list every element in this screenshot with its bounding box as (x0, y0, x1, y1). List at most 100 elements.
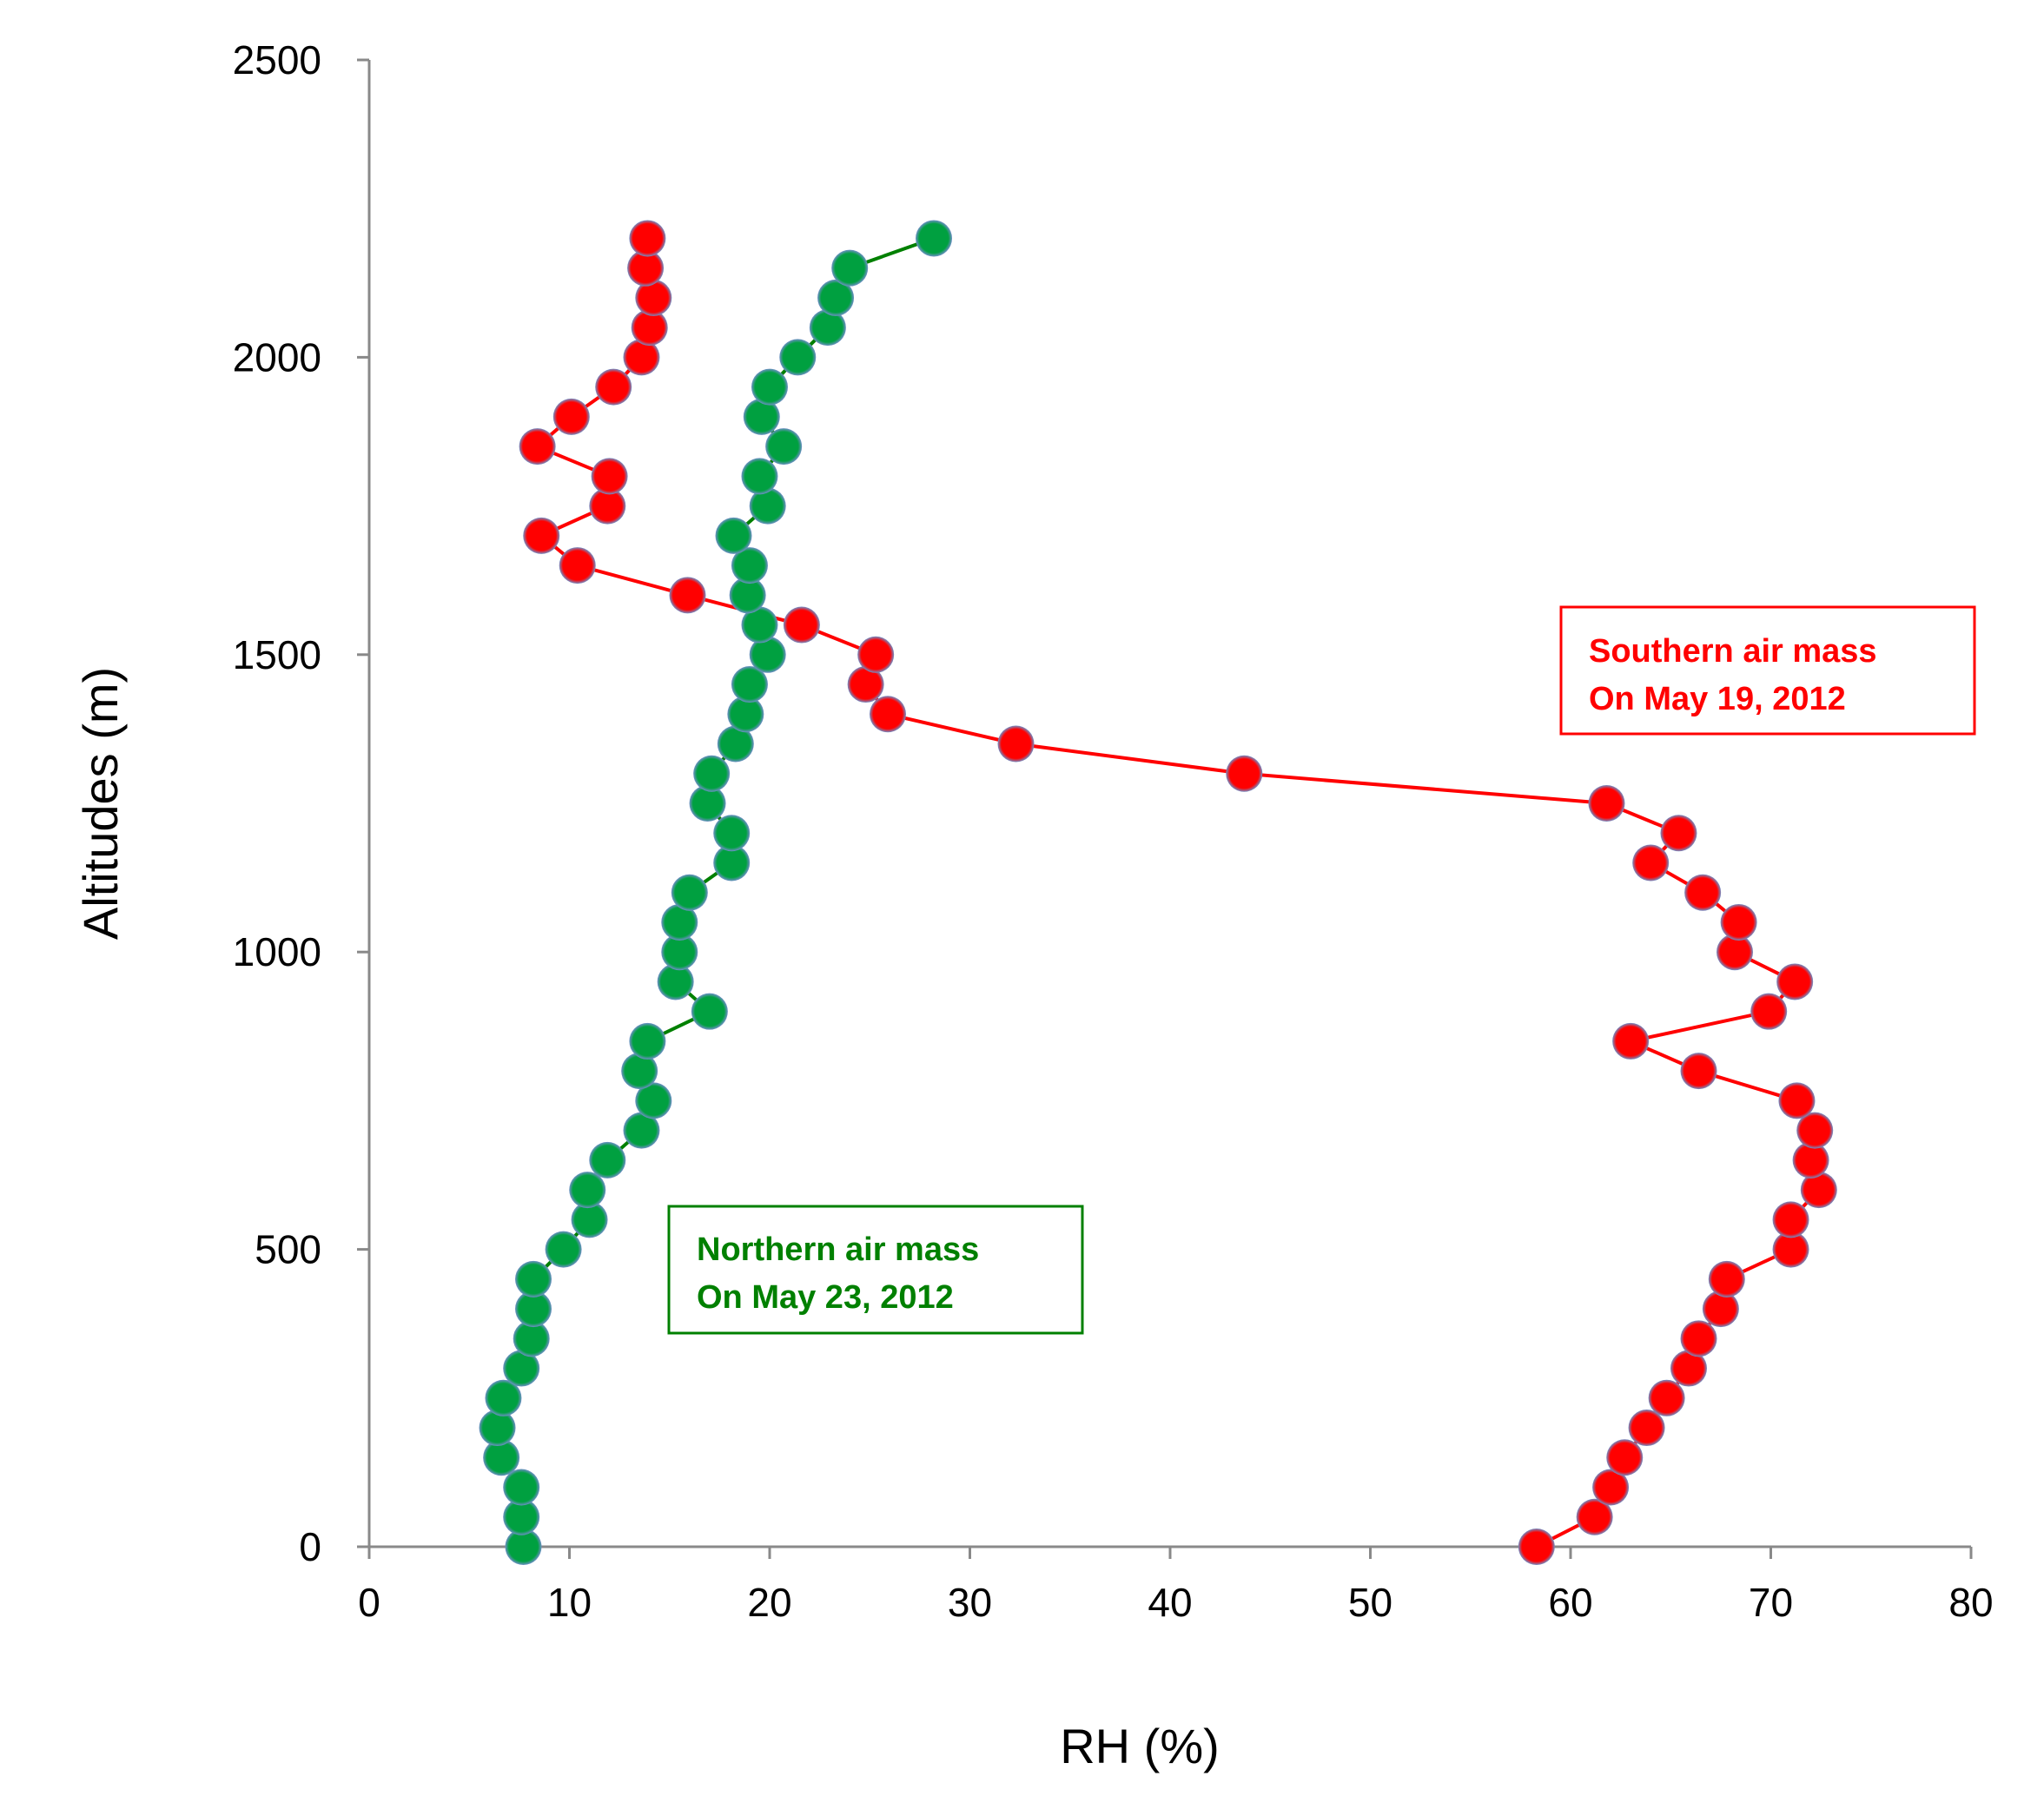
northern-data-point (571, 1201, 608, 1238)
northern-data-point (749, 487, 786, 525)
southern-data-point (1720, 903, 1757, 941)
northern-data-point (569, 1172, 606, 1209)
southern-data-point (1632, 844, 1670, 881)
northern-series-label-box (667, 1205, 1084, 1335)
northern-series-label-line-1: Northern air mass (697, 1231, 979, 1268)
northern-series-line (495, 236, 935, 1548)
southern-data-point (997, 725, 1035, 763)
southern-data-point (591, 458, 628, 495)
southern-data-point (1592, 1469, 1630, 1506)
southern-data-point (1796, 1112, 1834, 1149)
northern-data-point (731, 547, 768, 584)
northern-data-point (817, 279, 855, 316)
northern-data-point (503, 1498, 540, 1535)
southern-data-point (1776, 963, 1814, 1000)
northern-data-point (621, 1053, 658, 1090)
southern-data-point (1778, 1082, 1816, 1119)
southern-series-label: Southern air mass On May 19, 2012 (1559, 605, 1976, 736)
y-tick-label: 0 (299, 1524, 321, 1569)
northern-data-point (779, 339, 817, 376)
northern-data-point (741, 458, 778, 495)
northern-data-point (505, 1529, 542, 1565)
southern-data-point (627, 249, 665, 287)
northern-data-point (515, 1291, 552, 1328)
southern-series-label-line-2: On May 19, 2012 (1589, 681, 1846, 717)
northern-data-point (727, 696, 764, 733)
y-tick-label: 500 (255, 1227, 321, 1272)
northern-data-point (661, 934, 698, 971)
y-tick-label: 2500 (233, 37, 321, 83)
axis-ticks: 0 10 20 30 40 50 60 70 80 0 500 1000 1500 2000 2500 (233, 37, 1994, 1625)
southern-data-point (869, 696, 906, 733)
northern-data-point (691, 993, 728, 1030)
southern-data-point (519, 428, 556, 466)
southern-data-point (1588, 785, 1625, 822)
northern-data-point (589, 1141, 626, 1179)
y-tick-label: 2000 (233, 334, 321, 380)
northern-data-point (731, 666, 768, 703)
southern-series-label-line-1: Southern air mass (1589, 633, 1877, 670)
northern-data-point (715, 517, 752, 554)
x-tick-label: 0 (358, 1580, 380, 1625)
x-tick-label: 70 (1749, 1580, 1793, 1625)
southern-data-point (1612, 1022, 1650, 1060)
northern-data-point (741, 606, 778, 644)
southern-data-point (1670, 1350, 1707, 1387)
northern-data-point (545, 1231, 582, 1268)
southern-data-point (847, 666, 884, 703)
southern-data-point (1606, 1439, 1644, 1476)
northern-data-point (483, 1439, 520, 1476)
x-tick-label: 50 (1348, 1580, 1392, 1625)
southern-data-point (669, 577, 706, 614)
southern-data-point (783, 606, 820, 644)
northern-data-point (661, 903, 698, 941)
southern-data-point (1800, 1172, 1837, 1209)
y-tick-label: 1000 (233, 929, 321, 974)
southern-data-point (623, 339, 660, 376)
southern-data-point (552, 398, 590, 435)
southern-data-point (1772, 1201, 1809, 1238)
northern-data-point (689, 785, 726, 822)
southern-data-point (589, 487, 626, 525)
x-tick-label: 30 (948, 1580, 992, 1625)
northern-data-point (635, 1082, 672, 1119)
southern-data-point (1680, 1053, 1717, 1090)
northern-data-point (671, 874, 708, 911)
southern-data-point (635, 279, 672, 316)
southern-data-point (1702, 1291, 1739, 1328)
southern-data-point (1684, 874, 1722, 911)
northern-data-point (503, 1350, 540, 1387)
northern-data-point (729, 577, 766, 614)
northern-series-label-line-2: On May 23, 2012 (697, 1279, 954, 1316)
southern-data-point (1226, 755, 1263, 792)
x-tick-label: 60 (1548, 1580, 1592, 1625)
northern-data-point (916, 220, 953, 257)
northern-data-point (809, 309, 846, 347)
southern-data-point (1628, 1410, 1665, 1447)
y-axis-title: Altitudes (m) (73, 667, 128, 940)
southern-data-point (595, 368, 632, 406)
northern-data-point (743, 398, 780, 435)
x-tick-label: 80 (1948, 1580, 1993, 1625)
x-axis-title: RH (%) (1060, 1719, 1220, 1773)
southern-data-point (1708, 1260, 1745, 1297)
southern-data-point (559, 547, 596, 584)
southern-data-point (1772, 1231, 1809, 1268)
northern-data-point (713, 815, 751, 852)
x-tick-label: 20 (747, 1580, 791, 1625)
northern-data-point (751, 368, 788, 406)
southern-data-point (1518, 1529, 1555, 1565)
x-tick-label: 40 (1148, 1580, 1192, 1625)
northern-data-point (717, 725, 754, 763)
southern-series-line (533, 238, 1822, 1548)
northern-data-point (513, 1320, 550, 1357)
southern-data-point (631, 309, 668, 347)
series-points (479, 220, 1837, 1565)
southern-series-label-box (1559, 605, 1976, 736)
northern-data-point (485, 1379, 522, 1416)
northern-data-point (831, 249, 869, 287)
southern-data-point (1660, 815, 1697, 852)
southern-data-point (1648, 1379, 1685, 1416)
northern-data-point (623, 1112, 660, 1149)
